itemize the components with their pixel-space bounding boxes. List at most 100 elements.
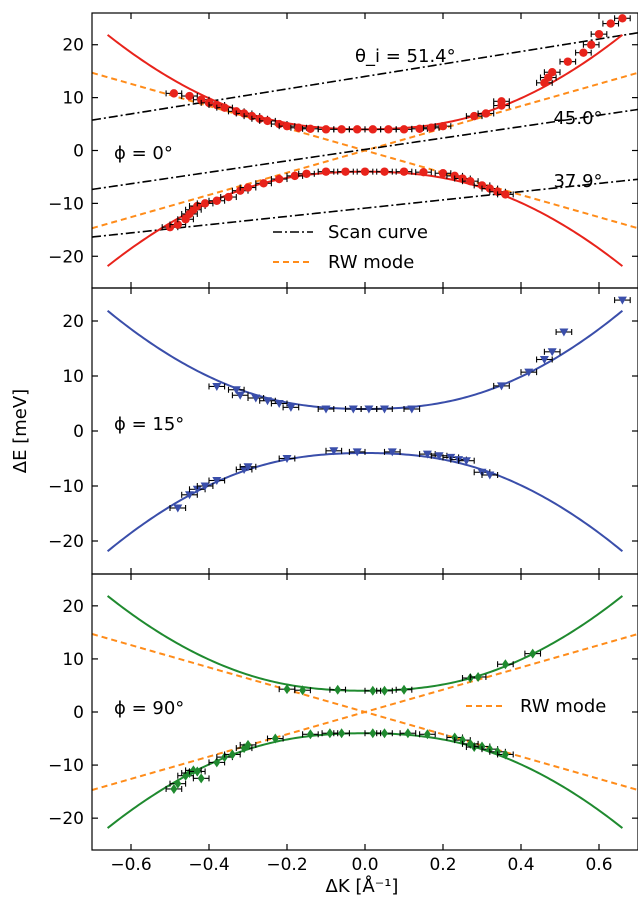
- y-tick-label: 20: [62, 597, 84, 617]
- y-tick-label: −20: [48, 809, 84, 829]
- data-point: [275, 174, 284, 184]
- data-point: [474, 671, 482, 682]
- data-point: [381, 685, 388, 696]
- x-tick-label: 0.6: [585, 855, 612, 875]
- data-point: [364, 405, 374, 414]
- data-point: [212, 382, 222, 391]
- data-point: [353, 125, 362, 134]
- data-point: [212, 477, 222, 485]
- data-point: [587, 40, 596, 49]
- fit-curve-lower: [106, 451, 624, 553]
- panel-0: [92, 14, 638, 267]
- data-point: [185, 491, 194, 500]
- fit-curve-upper: [106, 595, 624, 692]
- data-point: [438, 121, 448, 131]
- data-point: [524, 368, 534, 377]
- data-point: [617, 296, 627, 305]
- data-point: [501, 749, 509, 760]
- data-point: [477, 181, 487, 190]
- y-tick-label: −20: [48, 532, 84, 552]
- data-point: [213, 757, 221, 768]
- data-point: [501, 659, 509, 670]
- data-point: [271, 733, 279, 744]
- data-point: [563, 57, 572, 66]
- data-point: [263, 116, 272, 126]
- x-axis: −0.6 −0.4 −0.2 0.0 0.2 0.4 0.6 ΔK [Å⁻¹]: [110, 855, 612, 897]
- panel-2: [92, 595, 638, 829]
- data-point: [224, 192, 233, 202]
- data-point: [400, 684, 408, 695]
- data-point: [302, 169, 311, 178]
- data-point: [459, 735, 466, 746]
- data-point: [329, 447, 339, 456]
- panel-label: ϕ = 0°: [114, 143, 173, 164]
- legend-label-scan-curve: Scan curve: [328, 222, 428, 243]
- data-point: [306, 729, 314, 740]
- panel-label: ϕ = 90°: [114, 698, 184, 719]
- data-point: [228, 749, 236, 760]
- data-point: [169, 89, 179, 98]
- panels-layer: −20 −10 0 10 20 ϕ = 0° −20 −10 0 10 20 ϕ = 15° −20 −1…: [48, 12, 638, 851]
- data-point: [481, 109, 491, 118]
- data-point: [286, 403, 296, 412]
- data-point: [348, 405, 358, 414]
- data-point: [579, 48, 588, 57]
- data-point: [212, 196, 221, 205]
- data-point: [290, 171, 299, 181]
- data-point: [259, 179, 268, 188]
- data-point: [368, 125, 377, 134]
- data-point: [422, 450, 432, 459]
- data-point: [192, 485, 202, 494]
- data-point: [282, 121, 292, 131]
- data-point: [618, 14, 627, 23]
- data-point: [197, 773, 205, 784]
- data-point: [321, 167, 331, 176]
- data-point: [427, 123, 436, 132]
- data-point: [338, 728, 346, 739]
- data-point: [485, 471, 495, 480]
- data-point: [369, 728, 377, 739]
- y-tick-label: −20: [48, 247, 84, 267]
- data-point: [399, 125, 409, 134]
- data-point: [434, 452, 444, 461]
- data-point: [497, 382, 506, 391]
- y-tick-label: 0: [73, 142, 84, 162]
- data-point: [594, 29, 604, 39]
- data-point: [529, 648, 537, 659]
- data-point: [299, 685, 307, 696]
- data-point: [438, 169, 448, 178]
- data-point: [404, 728, 412, 739]
- data-point: [334, 684, 342, 695]
- scan-curve-label-0: θ_i = 51.4°: [355, 46, 456, 67]
- x-tick-label: 0.4: [507, 855, 534, 875]
- data-point: [341, 167, 350, 176]
- data-point: [200, 482, 210, 491]
- y-tick-label: −10: [48, 756, 84, 776]
- rw-mode-line-falling: [92, 633, 638, 791]
- data-point: [173, 220, 182, 229]
- x-tick-label: 0.2: [429, 855, 456, 875]
- data-point: [326, 728, 334, 739]
- data-point: [197, 95, 206, 104]
- scan-curve-1: [92, 108, 638, 191]
- data-point: [352, 448, 362, 457]
- data-point: [263, 397, 272, 406]
- data-point: [497, 97, 506, 106]
- x-tick-labels: −0.6 −0.4 −0.2 0.0 0.2 0.4 0.6: [110, 855, 612, 875]
- data-point: [419, 167, 428, 177]
- data-point: [321, 125, 331, 134]
- x-tick-label: −0.4: [188, 855, 229, 875]
- data-point: [466, 176, 475, 186]
- legend-label-rw-mode-2: RW mode: [520, 696, 606, 717]
- data-point: [360, 167, 370, 176]
- data-point: [337, 125, 346, 134]
- y-tick-label: −10: [48, 477, 84, 497]
- data-point: [251, 394, 261, 403]
- data-point: [235, 391, 245, 400]
- data-point: [321, 405, 331, 414]
- data-point: [294, 123, 303, 132]
- data-point: [244, 739, 252, 750]
- x-axis-label: ΔK [Å⁻¹]: [326, 875, 399, 897]
- data-point: [381, 728, 388, 739]
- data-point: [236, 186, 245, 195]
